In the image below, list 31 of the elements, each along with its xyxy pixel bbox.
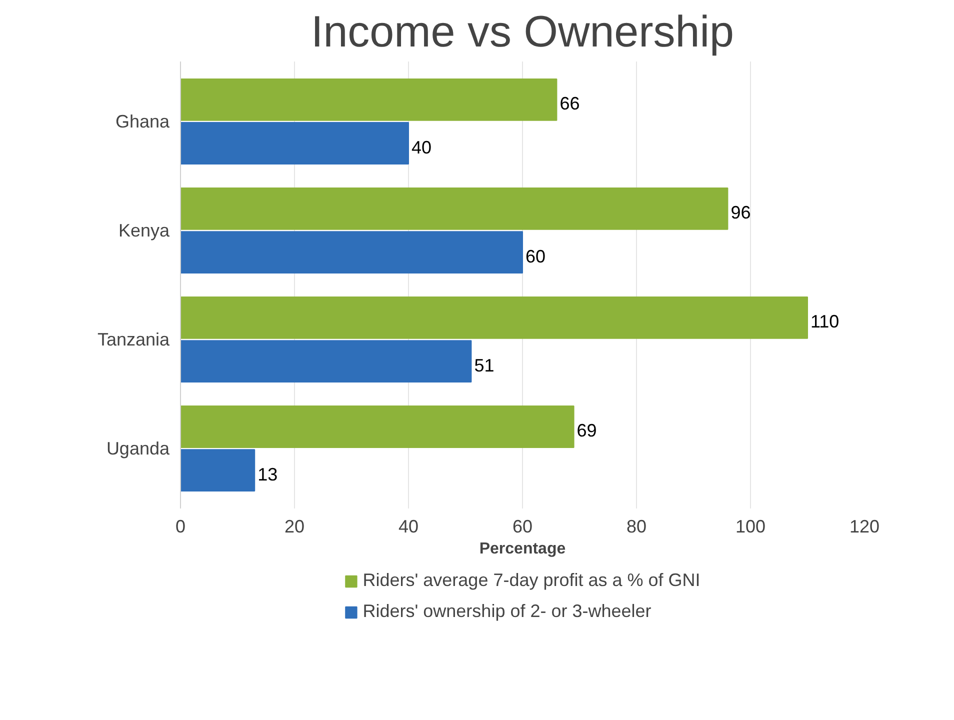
bar [180, 406, 574, 448]
data-label: 13 [258, 464, 278, 484]
x-tick-label: 0 [175, 516, 186, 536]
x-axis-title: Percentage [479, 540, 566, 558]
x-tick-label: 120 [849, 516, 880, 536]
y-tick-label: Kenya [118, 220, 170, 240]
bar [180, 449, 256, 492]
data-label: 40 [412, 137, 432, 158]
chart-title: Income vs Ownership [310, 8, 734, 56]
data-label: 60 [526, 246, 546, 266]
data-label: 66 [560, 94, 580, 114]
y-tick-label: Uganda [106, 438, 170, 459]
bar [180, 340, 472, 383]
bar [180, 231, 523, 274]
data-label: 69 [576, 420, 597, 441]
x-tick-label: 80 [626, 516, 647, 536]
legend-label: Riders' ownership of 2- or 3-wheeler [362, 601, 652, 622]
x-tick-label: 100 [735, 516, 766, 536]
data-label: 96 [730, 202, 751, 223]
x-tick-label: 40 [398, 516, 419, 536]
legend-label: Riders' average 7-day profit as a % of GNI [362, 570, 700, 591]
y-tick-label: Ghana [115, 111, 170, 132]
bar [180, 187, 728, 230]
x-tick-label: 20 [284, 516, 305, 536]
bar [180, 296, 808, 339]
bar [180, 78, 558, 121]
bar [180, 122, 409, 164]
data-label: 110 [810, 312, 840, 332]
data-label: 51 [474, 355, 494, 376]
y-tick-label: Tanzania [97, 330, 170, 350]
x-tick-label: 60 [512, 516, 533, 536]
